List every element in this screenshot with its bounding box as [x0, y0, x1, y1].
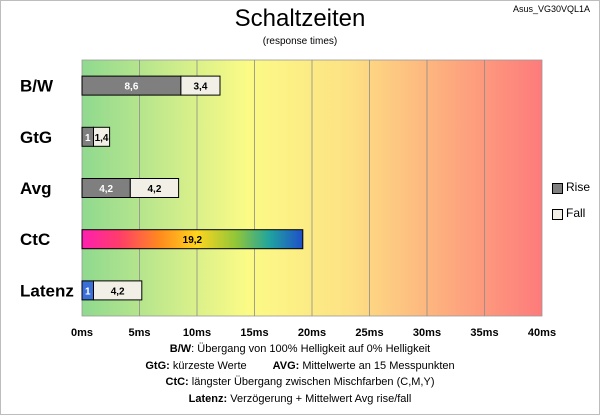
- x-tick-label: 0ms: [71, 327, 93, 339]
- bar-rise-label: 1: [85, 133, 91, 144]
- bar-rise-label: 4,2: [99, 184, 113, 195]
- bar-fall-label: 4,2: [111, 286, 125, 297]
- x-tick-label: 25ms: [355, 327, 383, 339]
- note-bw: B/W: Übergang von 100% Helligkeit auf 0%…: [169, 343, 431, 355]
- bar-rise-label: 8,6: [124, 82, 138, 93]
- bar-fall: [129, 178, 180, 198]
- note-latenz: Latenz: Verzögerung + Mittelwert Avg ris…: [188, 392, 412, 405]
- bar-fall-label: 3,4: [193, 82, 207, 93]
- legend-rise-swatch: [552, 183, 563, 194]
- category-label: B/W: [20, 77, 54, 96]
- bar-fall-label: 1,4: [95, 133, 109, 144]
- x-tick-label: 15ms: [240, 327, 268, 339]
- bar-rise: [81, 229, 304, 250]
- x-tick-label: 5ms: [128, 327, 150, 339]
- monitor-model: Asus_VG30VQL1A: [512, 4, 590, 14]
- note-ctc: CtC: längster Übergang zwischen Mischfar…: [165, 376, 435, 388]
- legend-fall-label: Fall: [566, 206, 586, 220]
- x-tick-label: 40ms: [528, 327, 556, 339]
- chart-notes: B/W: Übergang von 100% Helligkeit auf 0%…: [0, 341, 600, 407]
- category-label: GtG: [20, 128, 52, 147]
- legend-rise-label: Rise: [566, 180, 591, 194]
- x-tick-label: 35ms: [470, 327, 498, 339]
- category-label: CtC: [20, 230, 50, 249]
- x-tick-label: 10ms: [183, 327, 211, 339]
- bar-fall-label: 4,2: [147, 184, 161, 195]
- chart-subtitle: (response times): [262, 36, 338, 47]
- chart-title: Schaltzeiten: [234, 5, 366, 32]
- note-gtg-avg: GtG: kürzeste Werte AVG: Mittelwerte an 1…: [145, 359, 455, 372]
- category-label: Latenz: [20, 281, 74, 300]
- x-tick-label: 30ms: [413, 327, 441, 339]
- bar-fall: [93, 126, 111, 147]
- bar-fall: [93, 280, 143, 301]
- bar-rise-label: 1: [85, 286, 91, 297]
- x-tick-label: 20ms: [298, 327, 326, 339]
- bar-rise-label: 19,2: [183, 235, 203, 246]
- category-label: Avg: [20, 179, 52, 198]
- bar-fall: [180, 75, 221, 96]
- legend-fall-swatch: [552, 209, 563, 220]
